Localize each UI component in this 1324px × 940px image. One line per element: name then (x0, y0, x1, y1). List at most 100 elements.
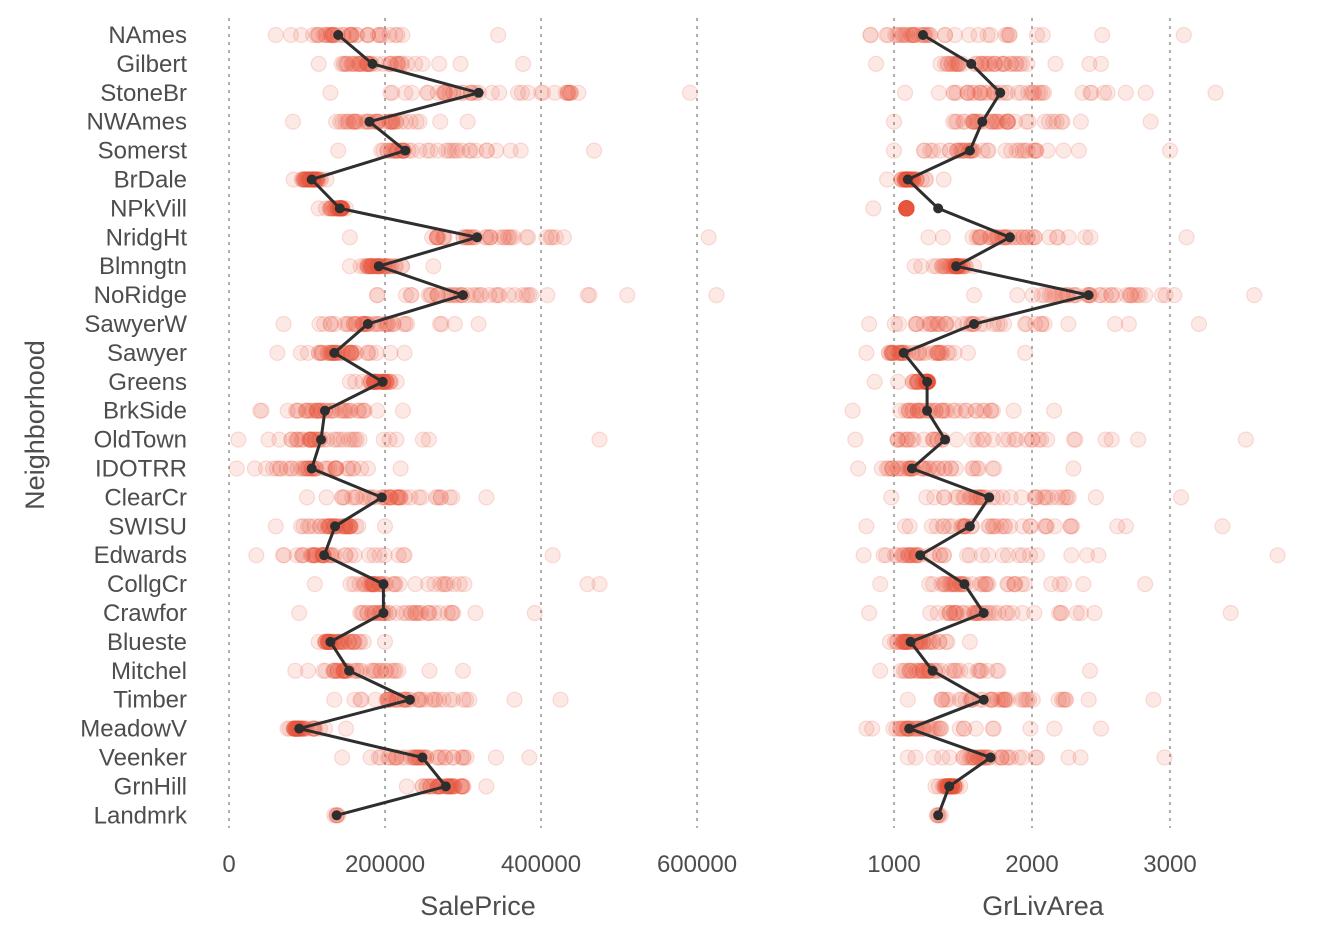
data-point (392, 460, 409, 477)
y-tick-label: GrnHill (114, 773, 187, 800)
data-point (1090, 547, 1107, 564)
data-point (441, 691, 458, 708)
data-point (313, 344, 330, 361)
mean-point (933, 810, 944, 821)
data-point (1137, 575, 1154, 593)
data-point (293, 26, 310, 44)
data-point (431, 315, 449, 333)
data-point (570, 84, 587, 101)
data-point (966, 84, 983, 101)
data-point (384, 84, 401, 101)
data-point (371, 26, 388, 44)
data-point (959, 84, 976, 101)
y-axis-title: Neighborhood (20, 340, 50, 510)
data-point (978, 55, 995, 73)
data-point (293, 547, 311, 564)
data-point (369, 287, 386, 304)
data-point (336, 489, 353, 506)
data-point (981, 55, 998, 73)
data-point (355, 604, 372, 622)
mean-point (316, 434, 327, 445)
y-tick-label: CollgCr (107, 571, 187, 598)
data-point (402, 604, 419, 622)
data-point (417, 691, 434, 708)
data-point (376, 633, 394, 651)
data-point (929, 604, 946, 622)
data-point (1172, 489, 1190, 506)
data-point (309, 26, 327, 44)
data-point (899, 431, 916, 448)
data-point (299, 344, 317, 361)
mean-point (472, 232, 483, 243)
data-point (292, 344, 309, 361)
data-point (423, 691, 440, 708)
data-point (1065, 460, 1082, 477)
data-point (322, 84, 339, 101)
data-point (335, 55, 352, 73)
data-point (1020, 84, 1037, 101)
y-tick-label: Timber (113, 687, 187, 714)
data-point (390, 489, 407, 506)
data-point (325, 662, 342, 679)
data-point (285, 171, 302, 188)
y-tick-label: NPkVill (110, 195, 187, 222)
data-point (933, 344, 951, 361)
mean-point (377, 376, 388, 387)
data-point (355, 402, 372, 419)
data-point (435, 84, 452, 101)
data-point (353, 691, 370, 708)
data-point (1036, 518, 1054, 535)
grlivarea-panel: 1000 2000 3000 GrLivArea (844, 18, 1286, 921)
data-point (998, 113, 1016, 130)
data-point (895, 26, 912, 44)
mean-point (1083, 290, 1094, 301)
data-point (344, 55, 362, 73)
data-point (391, 489, 408, 506)
data-point (376, 518, 394, 535)
data-point (346, 575, 363, 593)
data-point (381, 431, 398, 448)
data-point (435, 575, 452, 593)
data-point (1095, 84, 1113, 101)
y-axis-labels: NAmesGilbertStoneBrNWAmesSomerstBrDaleNP… (80, 22, 188, 829)
data-point (1032, 84, 1049, 101)
data-point (534, 84, 552, 101)
data-point (1190, 315, 1208, 333)
data-point (271, 431, 288, 448)
data-point (438, 142, 455, 159)
data-point (368, 662, 386, 679)
data-point (918, 489, 935, 506)
y-tick-label: BrkSide (103, 398, 187, 425)
data-point (310, 26, 327, 44)
data-point (1145, 691, 1162, 708)
data-point (246, 460, 263, 477)
data-point (306, 518, 323, 535)
y-tick-label: StoneBr (100, 80, 187, 107)
data-point (282, 460, 299, 477)
data-point (946, 26, 963, 44)
data-point (395, 315, 412, 333)
data-point (449, 142, 466, 159)
data-point (939, 633, 956, 651)
data-point (1013, 84, 1030, 101)
mean-point (344, 665, 355, 676)
data-point (1063, 547, 1080, 564)
data-point (420, 287, 437, 304)
data-point (1060, 315, 1077, 333)
data-point (345, 633, 362, 651)
data-point (1087, 489, 1104, 506)
y-tick-label: Edwards (94, 542, 187, 569)
data-point (333, 489, 351, 506)
data-point (387, 26, 404, 44)
data-point (272, 460, 289, 477)
data-point (397, 315, 414, 333)
mean-point (333, 30, 344, 40)
data-point (292, 518, 310, 535)
saleprice-points (228, 26, 725, 824)
data-point (889, 26, 906, 44)
data-point (499, 229, 516, 246)
data-point (339, 55, 356, 73)
mean-point (331, 810, 342, 821)
data-point (348, 113, 365, 130)
data-point (325, 662, 342, 679)
